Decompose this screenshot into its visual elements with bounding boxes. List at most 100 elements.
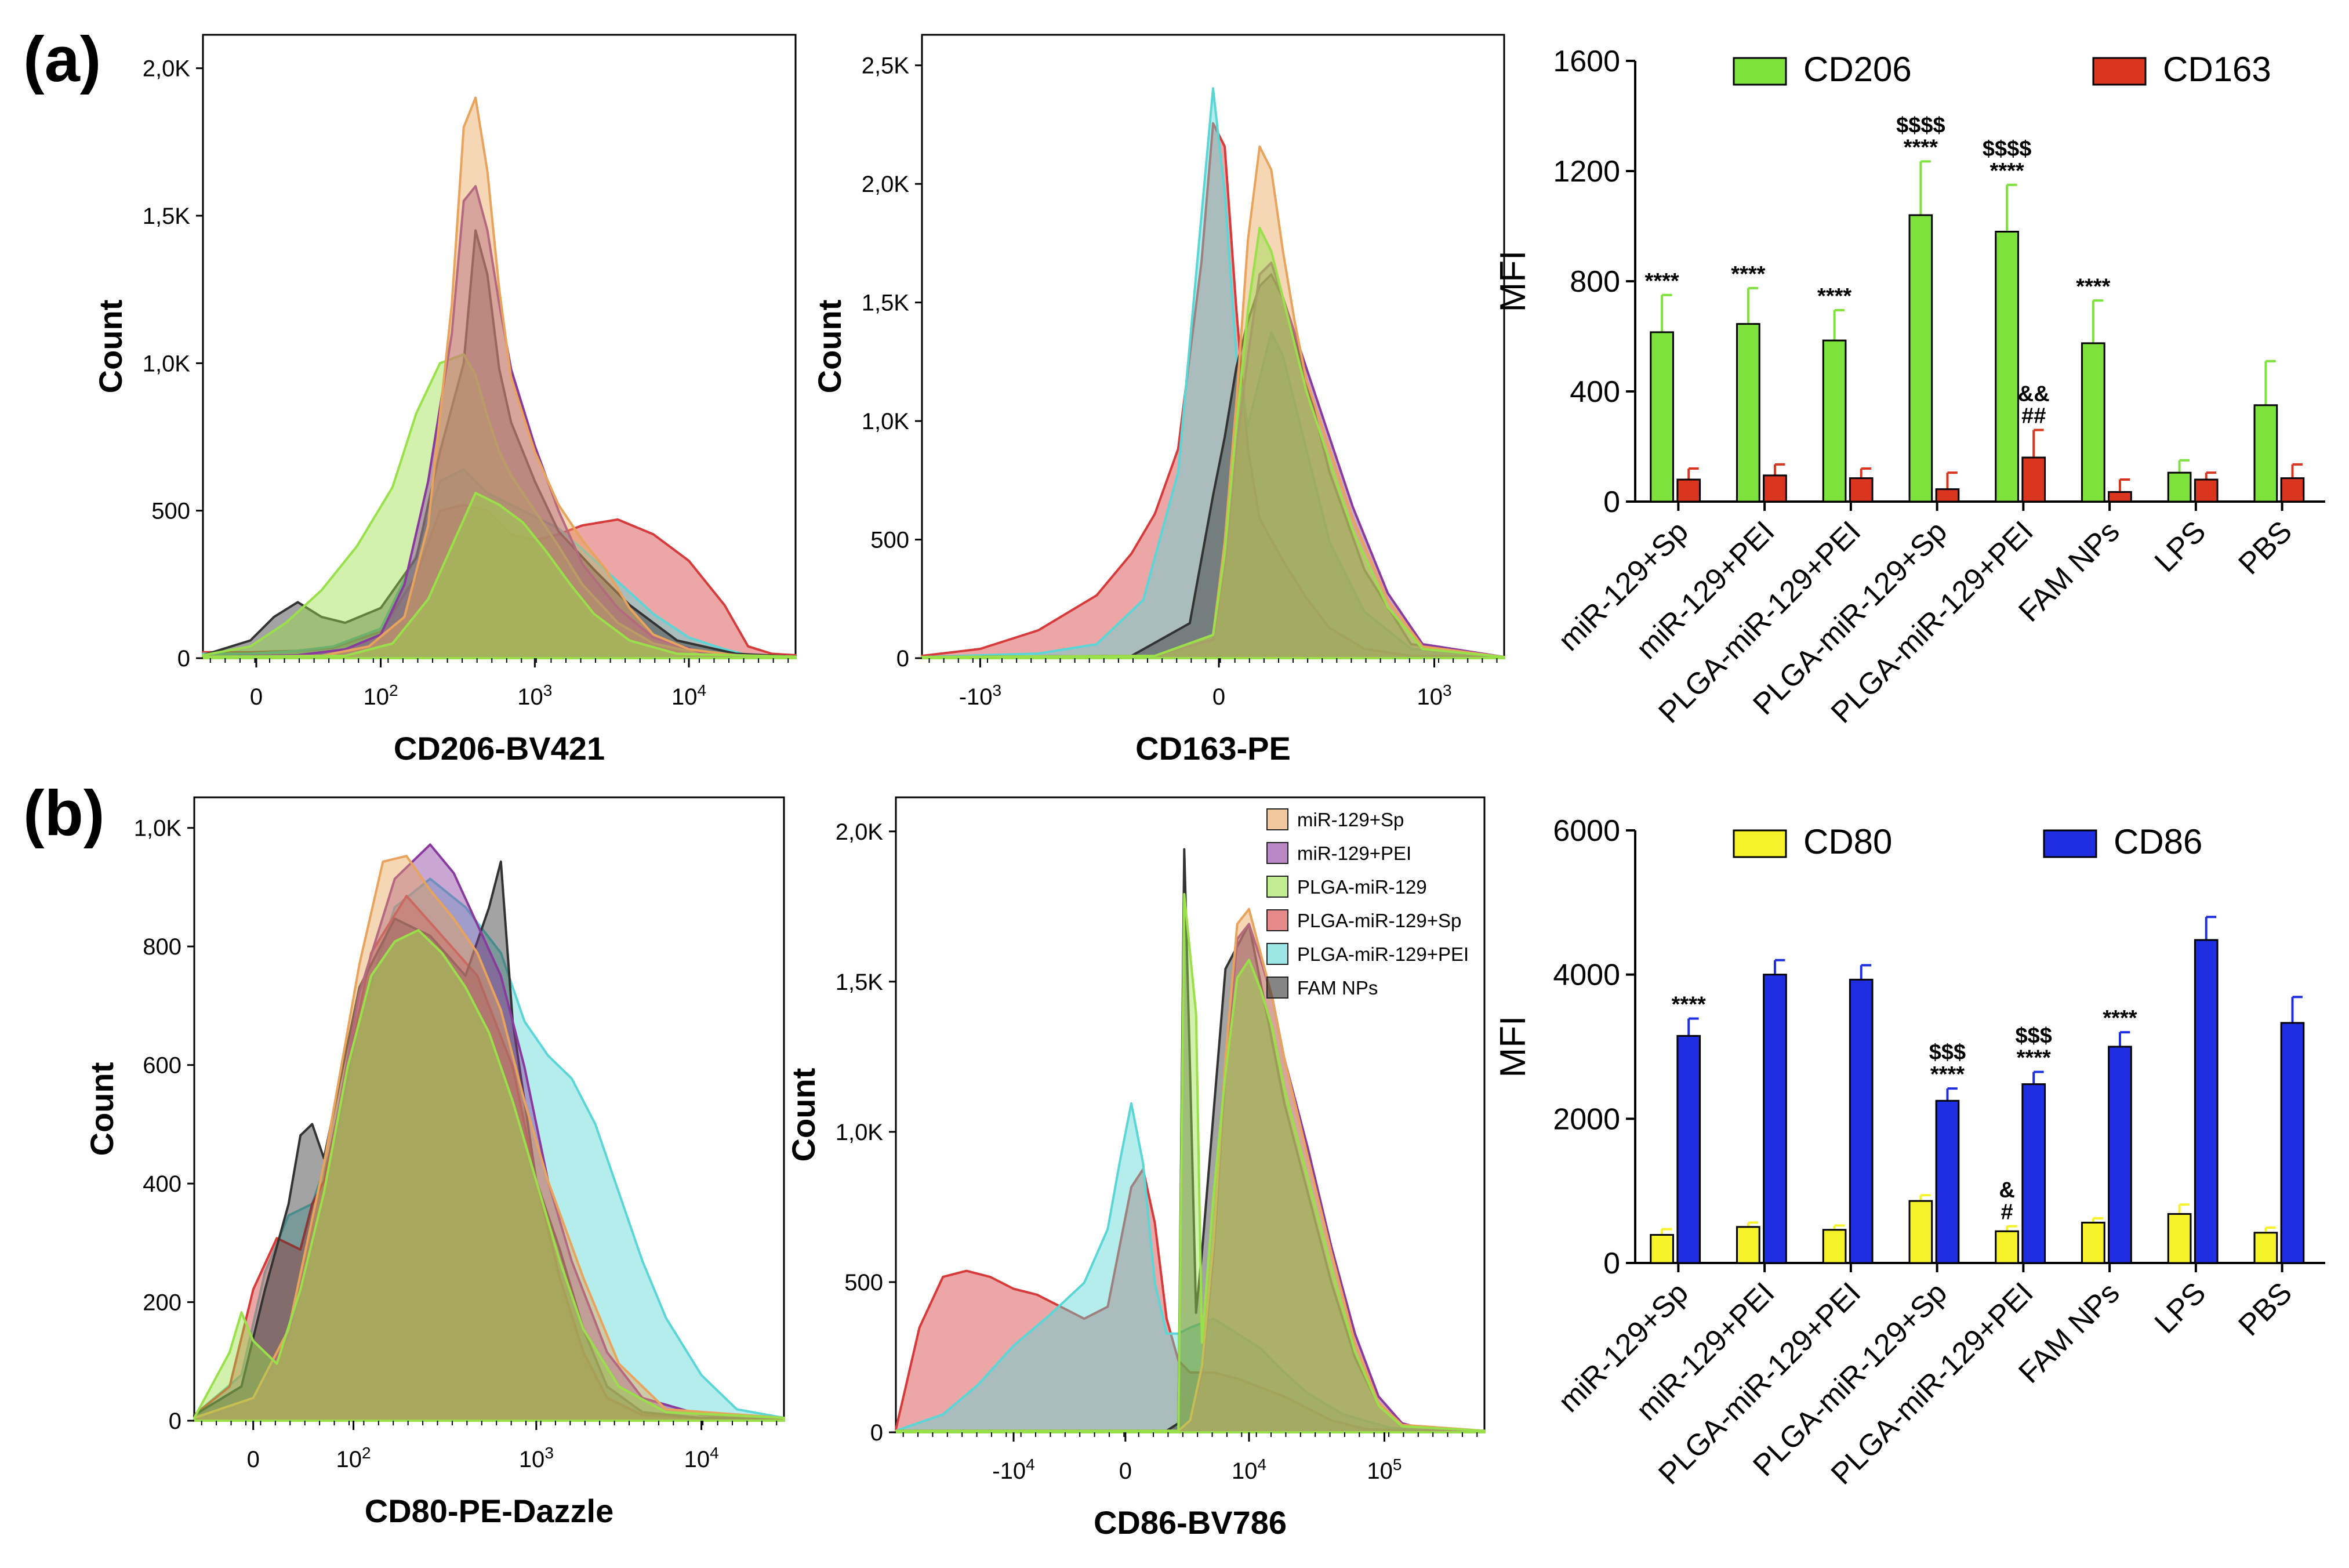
bar-cd80-fam-nps bbox=[2081, 1221, 2105, 1264]
y-tick-label: 500 bbox=[844, 1270, 883, 1295]
significance-mark: **** bbox=[1645, 269, 1679, 293]
y-tick-label: 500 bbox=[151, 499, 190, 524]
bar-cd80-lps bbox=[2167, 1213, 2192, 1264]
y-tick-label: 800 bbox=[143, 934, 181, 960]
x-tick-label: LPS bbox=[2148, 514, 2213, 579]
legend-label-cd206: CD206 bbox=[1803, 50, 1912, 89]
x-tick-label: PBS bbox=[2232, 514, 2299, 581]
y-axis-label: MFI bbox=[1493, 1016, 1533, 1078]
y-tick-label: 6000 bbox=[1553, 814, 1620, 848]
bar-cd80-plga-mir-129-sp bbox=[1908, 1200, 1933, 1264]
x-tick-label: 0 bbox=[1212, 684, 1225, 710]
y-tick-label: 1600 bbox=[1553, 45, 1620, 78]
bar-cd80-plga-mir-129-pei bbox=[1995, 1230, 2019, 1264]
bar-cd163-lps bbox=[2194, 478, 2219, 503]
legend-swatch-plga-mir-129-pei bbox=[1266, 943, 1288, 965]
y-tick-label: 0 bbox=[896, 646, 909, 672]
bar-chart-cd206-cd163: 040080012001600MFImiR-129+SpmiR-129+PEIP… bbox=[1493, 45, 2325, 730]
y-axis-label: Count bbox=[92, 300, 129, 394]
x-axis-label: CD86-BV786 bbox=[1094, 1504, 1287, 1541]
y-tick-label: 0 bbox=[1603, 485, 1620, 519]
significance-mark: **** bbox=[1731, 262, 1765, 286]
x-tick-label: 0 bbox=[250, 684, 263, 710]
bar-cd86-pbs bbox=[2280, 1022, 2305, 1264]
y-tick-label: 1,0K bbox=[134, 816, 182, 841]
x-tick-label: 102 bbox=[336, 1444, 371, 1473]
bar-cd163-plga-mir-129-sp bbox=[1935, 488, 1960, 503]
significance-mark: **** bbox=[1817, 284, 1851, 308]
bar-chart-cd80-cd86: 0200040006000MFImiR-129+SpmiR-129+PEIPLG… bbox=[1493, 814, 2325, 1491]
y-tick-label: 2,0K bbox=[862, 172, 910, 197]
bar-cd80-pbs bbox=[2253, 1232, 2278, 1264]
bar-cd206-fam-nps bbox=[2081, 342, 2105, 503]
series-plga-mir-129-sp-area bbox=[921, 122, 1505, 659]
bar-cd163-plga-mir-129-pei bbox=[2021, 456, 2046, 503]
y-tick-label: 1,5K bbox=[143, 204, 191, 229]
bar-cd80-mir-129-sp bbox=[1650, 1234, 1674, 1264]
y-tick-label: 600 bbox=[143, 1053, 181, 1079]
series-plga-mir-129-pei-area bbox=[895, 1102, 1486, 1433]
bar-cd163-fam-nps bbox=[2108, 491, 2132, 503]
bar-cd206-plga-mir-129-pei bbox=[1822, 339, 1847, 503]
significance-mark: **** bbox=[1672, 993, 1706, 1017]
x-axis-label: CD163-PE bbox=[1135, 730, 1291, 767]
significance-mark: **** bbox=[2017, 1046, 2051, 1070]
x-tick-label: 104 bbox=[1232, 1456, 1266, 1484]
x-tick-label: 104 bbox=[684, 1444, 719, 1473]
y-tick-label: 4000 bbox=[1553, 959, 1620, 992]
significance-mark: **** bbox=[2103, 1006, 2137, 1030]
y-axis-label: MFI bbox=[1493, 251, 1533, 313]
significance-mark: && bbox=[2018, 382, 2050, 406]
x-axis-label: CD80-PE-Dazzle bbox=[365, 1493, 613, 1529]
legend-label-mir-129-pei: miR-129+PEI bbox=[1297, 843, 1411, 864]
x-tick-label: -104 bbox=[992, 1456, 1034, 1484]
series-plga-mir-129-peak-area bbox=[202, 492, 797, 659]
x-tick-label: 0 bbox=[247, 1447, 260, 1472]
significance-mark: $$$ bbox=[1929, 1040, 1966, 1065]
x-tick-label: 104 bbox=[671, 681, 706, 710]
x-tick-label: LPS bbox=[2148, 1276, 2213, 1340]
series-plga-mir-129-area bbox=[921, 227, 1505, 659]
panel-label-b: (b) bbox=[23, 778, 104, 849]
y-tick-label: 400 bbox=[143, 1171, 181, 1197]
y-axis-label: Count bbox=[811, 300, 848, 394]
y-tick-label: 500 bbox=[870, 528, 909, 553]
legend-swatch-cd163 bbox=[2092, 57, 2147, 86]
series-plga-mir-129-sp-area bbox=[193, 895, 785, 1422]
legend-label-plga-mir-129: PLGA-miR-129 bbox=[1297, 876, 1427, 898]
legend-label-fam-nps: FAM NPs bbox=[1297, 977, 1378, 999]
bar-cd206-pbs bbox=[2253, 404, 2278, 503]
x-tick-label: PBS bbox=[2232, 1276, 2299, 1342]
significance-mark: **** bbox=[2076, 274, 2110, 299]
y-tick-label: 1,0K bbox=[143, 351, 191, 376]
bar-cd80-plga-mir-129-pei bbox=[1822, 1229, 1847, 1264]
bar-cd86-fam-nps bbox=[2108, 1046, 2132, 1264]
plot-frame bbox=[921, 34, 1505, 659]
x-tick-label: 103 bbox=[519, 1444, 554, 1473]
legend-swatch-plga-mir-129 bbox=[1266, 876, 1288, 898]
y-tick-label: 0 bbox=[1603, 1247, 1620, 1280]
bar-cd86-plga-mir-129-pei bbox=[1849, 978, 1874, 1264]
legend-swatch-plga-mir-129-sp bbox=[1266, 909, 1288, 931]
series-mir-129-sp-area bbox=[193, 855, 785, 1422]
legend-swatch-cd206 bbox=[1733, 57, 1787, 86]
series-plga-mir-129-area bbox=[895, 892, 1486, 1433]
panel-label-a: (a) bbox=[23, 24, 101, 95]
y-tick-label: 1,5K bbox=[862, 291, 910, 316]
x-tick-label: 102 bbox=[364, 681, 398, 710]
y-axis-label: Count bbox=[83, 1062, 120, 1156]
legend-label-cd86: CD86 bbox=[2114, 822, 2202, 861]
series-mir-129-sp-area bbox=[202, 96, 797, 659]
y-axis-label: Count bbox=[785, 1068, 822, 1162]
significance-mark: **** bbox=[1990, 159, 2024, 183]
bar-cd206-lps bbox=[2167, 471, 2192, 503]
legend-swatch-cd80 bbox=[1733, 829, 1787, 858]
histogram-cd206: 0 500 1,0K 1,5K 2,0K 0 102 103 104 CD206-BV421 Cou… bbox=[92, 34, 797, 767]
x-tick-label: 105 bbox=[1367, 1456, 1402, 1484]
bar-cd206-plga-mir-129-sp bbox=[1908, 214, 1933, 503]
significance-mark: & bbox=[1999, 1178, 2014, 1203]
significance-mark: **** bbox=[1904, 135, 1938, 159]
significance-mark: **** bbox=[1930, 1062, 1965, 1087]
series-fam-nps-area bbox=[202, 229, 797, 659]
